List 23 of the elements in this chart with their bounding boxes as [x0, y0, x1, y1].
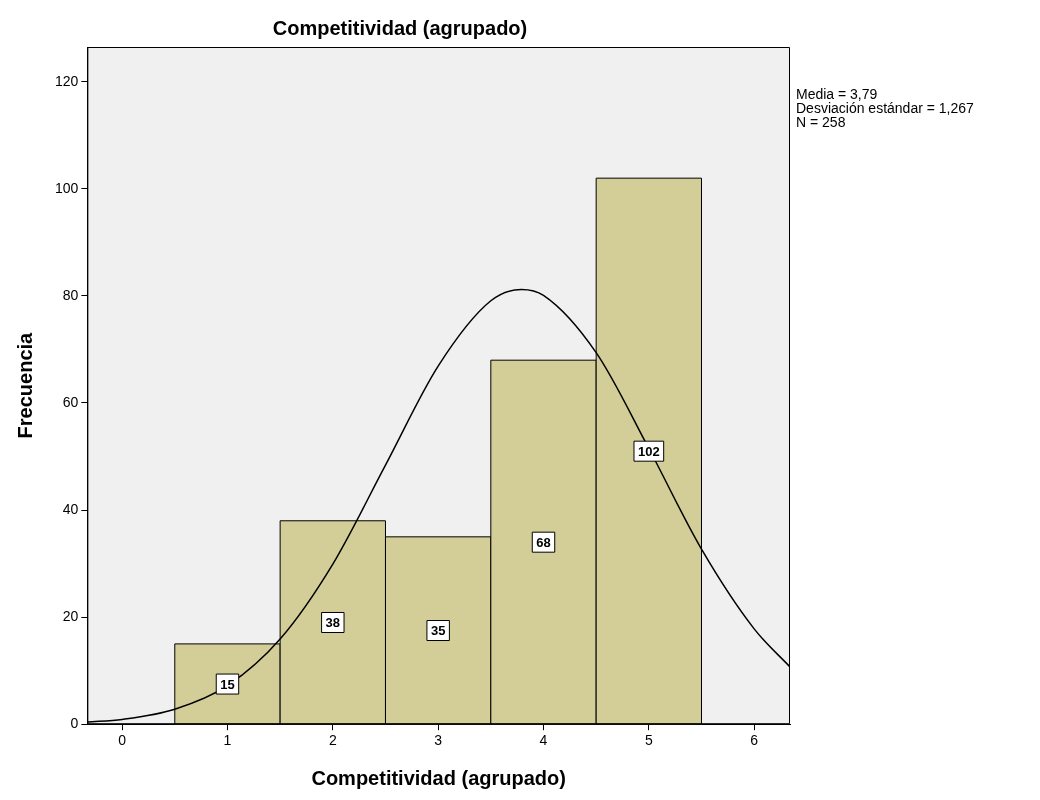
data-label: 15 [220, 676, 235, 692]
chart-title: Competitividad (agrupado) [272, 16, 528, 39]
data-label: 35 [430, 623, 446, 639]
y-axis-title: Frecuencia [13, 331, 36, 439]
x-tick-label: 1 [223, 732, 232, 749]
y-tick-label: 0 [70, 715, 79, 732]
x-axis-title: Competitividad (agrupado) [311, 766, 566, 789]
x-tick-label: 0 [118, 732, 127, 749]
y-tick-label: 60 [62, 393, 79, 410]
y-tick-label: 20 [62, 607, 79, 624]
y-tick-label: 120 [55, 72, 79, 89]
y-tick-label: 40 [62, 500, 79, 517]
x-tick-label: 4 [539, 732, 548, 749]
text: N = 258 [796, 113, 846, 130]
x-tick-label: 2 [328, 732, 337, 749]
text: Media = 3,79 [796, 85, 878, 102]
x-tick-label: 3 [434, 732, 443, 749]
data-label: 68 [536, 534, 551, 550]
x-tick-label: 6 [750, 732, 759, 749]
y-tick-label: 80 [62, 286, 79, 303]
x-tick-label: 5 [644, 732, 653, 749]
data-label: 38 [325, 615, 341, 631]
y-tick-label: 100 [55, 179, 79, 196]
